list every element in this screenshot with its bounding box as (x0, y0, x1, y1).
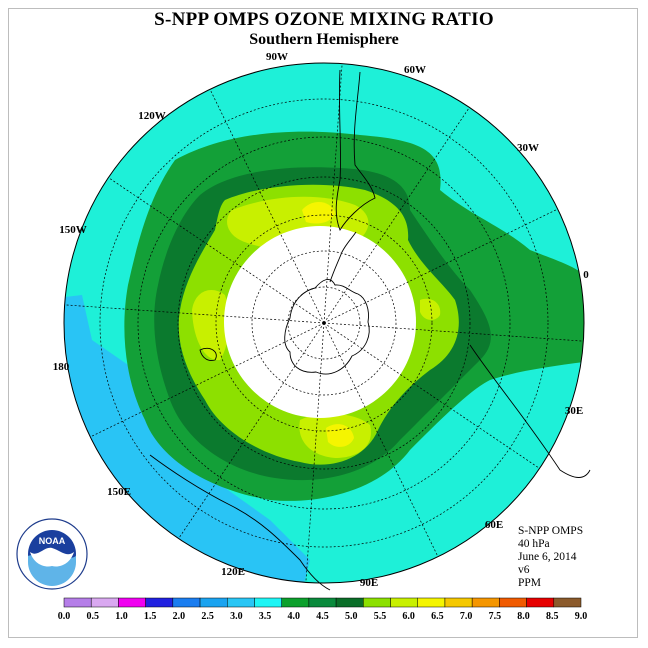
colorbar-tick-label: 4.5 (316, 611, 329, 622)
lon-label-120w: 120W (138, 110, 166, 122)
meridian-line (90, 322, 325, 438)
colorbar-tick-label: 4.0 (288, 611, 301, 622)
australia-coast (149, 454, 331, 591)
colorbar-tick-label: 8.5 (546, 611, 559, 622)
lon-label-60e: 60E (485, 519, 503, 531)
colorbar-tick-label: 6.5 (431, 611, 444, 622)
colorbar-tick-label: 7.5 (489, 611, 502, 622)
south-america-coast (335, 69, 376, 232)
lon-label-30w: 30W (517, 142, 539, 154)
colorbar-tick-label: 2.0 (173, 611, 186, 622)
colorbar-swatch (254, 597, 282, 608)
colorbar-swatch (227, 597, 255, 608)
lon-label-150w: 150W (59, 224, 87, 236)
colorbar-tick-label: 7.0 (460, 611, 473, 622)
logo-text: NOAA (39, 536, 66, 546)
version-label: v6 (518, 564, 530, 576)
meridian-line (323, 63, 343, 324)
colorbar-tick-label: 9.0 (575, 611, 588, 622)
south-pole-marker (322, 321, 326, 325)
pressure-level: 40 hPa (518, 538, 550, 550)
colorbar-swatch (444, 597, 473, 608)
units-label: PPM (518, 577, 542, 589)
info-block: S-NPP OMPS 40 hPa June 6, 2014 v6 PPM (518, 525, 583, 590)
colorbar-swatch (199, 597, 228, 608)
colorbar: 0.0 0.5 1.0 1.5 2.0 2.5 3.0 3.5 4.0 4.5 5.0 5.5 6.0 6… (58, 597, 588, 622)
polar-night-hole (224, 226, 416, 418)
colorbar-tick-label: 0.0 (58, 611, 71, 622)
colorbar-tick-label: 5.0 (345, 611, 358, 622)
meridian-line (323, 322, 584, 342)
colorbar-tick-label: 5.5 (374, 611, 387, 622)
colorbar-swatch (471, 597, 500, 608)
meridian-line (108, 177, 325, 324)
colorbar-tick-label: 1.5 (144, 611, 157, 622)
colorbar-swatch (526, 597, 555, 608)
colorbar-swatch (553, 597, 582, 608)
map-boundary (63, 62, 585, 584)
new-zealand-coast (199, 347, 217, 361)
longitude-grid (64, 63, 584, 583)
coastlines (149, 69, 591, 591)
colorbar-tick-label: 8.0 (517, 611, 530, 622)
colorbar-swatch (417, 597, 446, 608)
colorbar-tick-label: 2.5 (201, 611, 214, 622)
meridian-line (209, 89, 325, 324)
colorbar-swatch (308, 597, 337, 608)
meridian-line (323, 322, 540, 469)
colorbar-swatch (499, 597, 527, 608)
colorbar-swatch (363, 597, 391, 608)
colorbar-swatch (281, 597, 310, 608)
date-label: June 6, 2014 (518, 551, 577, 563)
map-title: S-NPP OMPS OZONE MIXING RATIO (154, 9, 494, 30)
map-subtitle: Southern Hemisphere (249, 31, 399, 48)
antarctic-peninsula-coast (329, 231, 357, 283)
colorbar-tick-label: 3.5 (259, 611, 272, 622)
colorbar-tick-label: 1.0 (115, 611, 128, 622)
meridian-line (323, 322, 439, 557)
colorbar-swatch (390, 597, 418, 608)
colorbar-tick-label: 0.5 (86, 611, 99, 622)
colorbar-swatch (335, 597, 364, 608)
colorbar-swatch (63, 597, 92, 608)
colorbar-tick-label: 6.0 (402, 611, 415, 622)
yellow-green-patch (192, 290, 230, 361)
lon-label-90w: 90W (266, 51, 288, 63)
meridian-line (178, 322, 325, 539)
lon-label-60w: 60W (404, 64, 426, 76)
meridian-line (323, 107, 470, 324)
instrument-label: S-NPP OMPS (518, 525, 584, 537)
lon-label-180: 180 (53, 361, 70, 373)
colorbar-tick-label: 3.0 (230, 611, 243, 622)
meridian-line (323, 208, 558, 324)
lon-label-90e: 90E (360, 577, 378, 589)
yellow-ozone-peak (326, 424, 354, 447)
meridian-line (64, 304, 325, 324)
lon-label-0: 0 (583, 269, 589, 281)
africa-coast (469, 344, 591, 478)
yellow-ozone-peak (302, 201, 335, 224)
figure-frame (8, 8, 638, 638)
yellow-green-patch (420, 298, 441, 320)
colorbar-swatch (145, 597, 174, 608)
antarctica-coast (284, 278, 370, 375)
meridian-line (305, 322, 325, 583)
colorbar-swatch (172, 597, 201, 608)
colorbar-swatch (118, 597, 146, 608)
lon-label-30e: 30E (565, 405, 583, 417)
lon-label-150e: 150E (107, 486, 131, 498)
colorbar-swatch (90, 597, 119, 608)
lon-label-120e: 120E (221, 566, 245, 578)
latitude-grid (99, 98, 549, 548)
noaa-logo: NOAA (16, 518, 88, 590)
